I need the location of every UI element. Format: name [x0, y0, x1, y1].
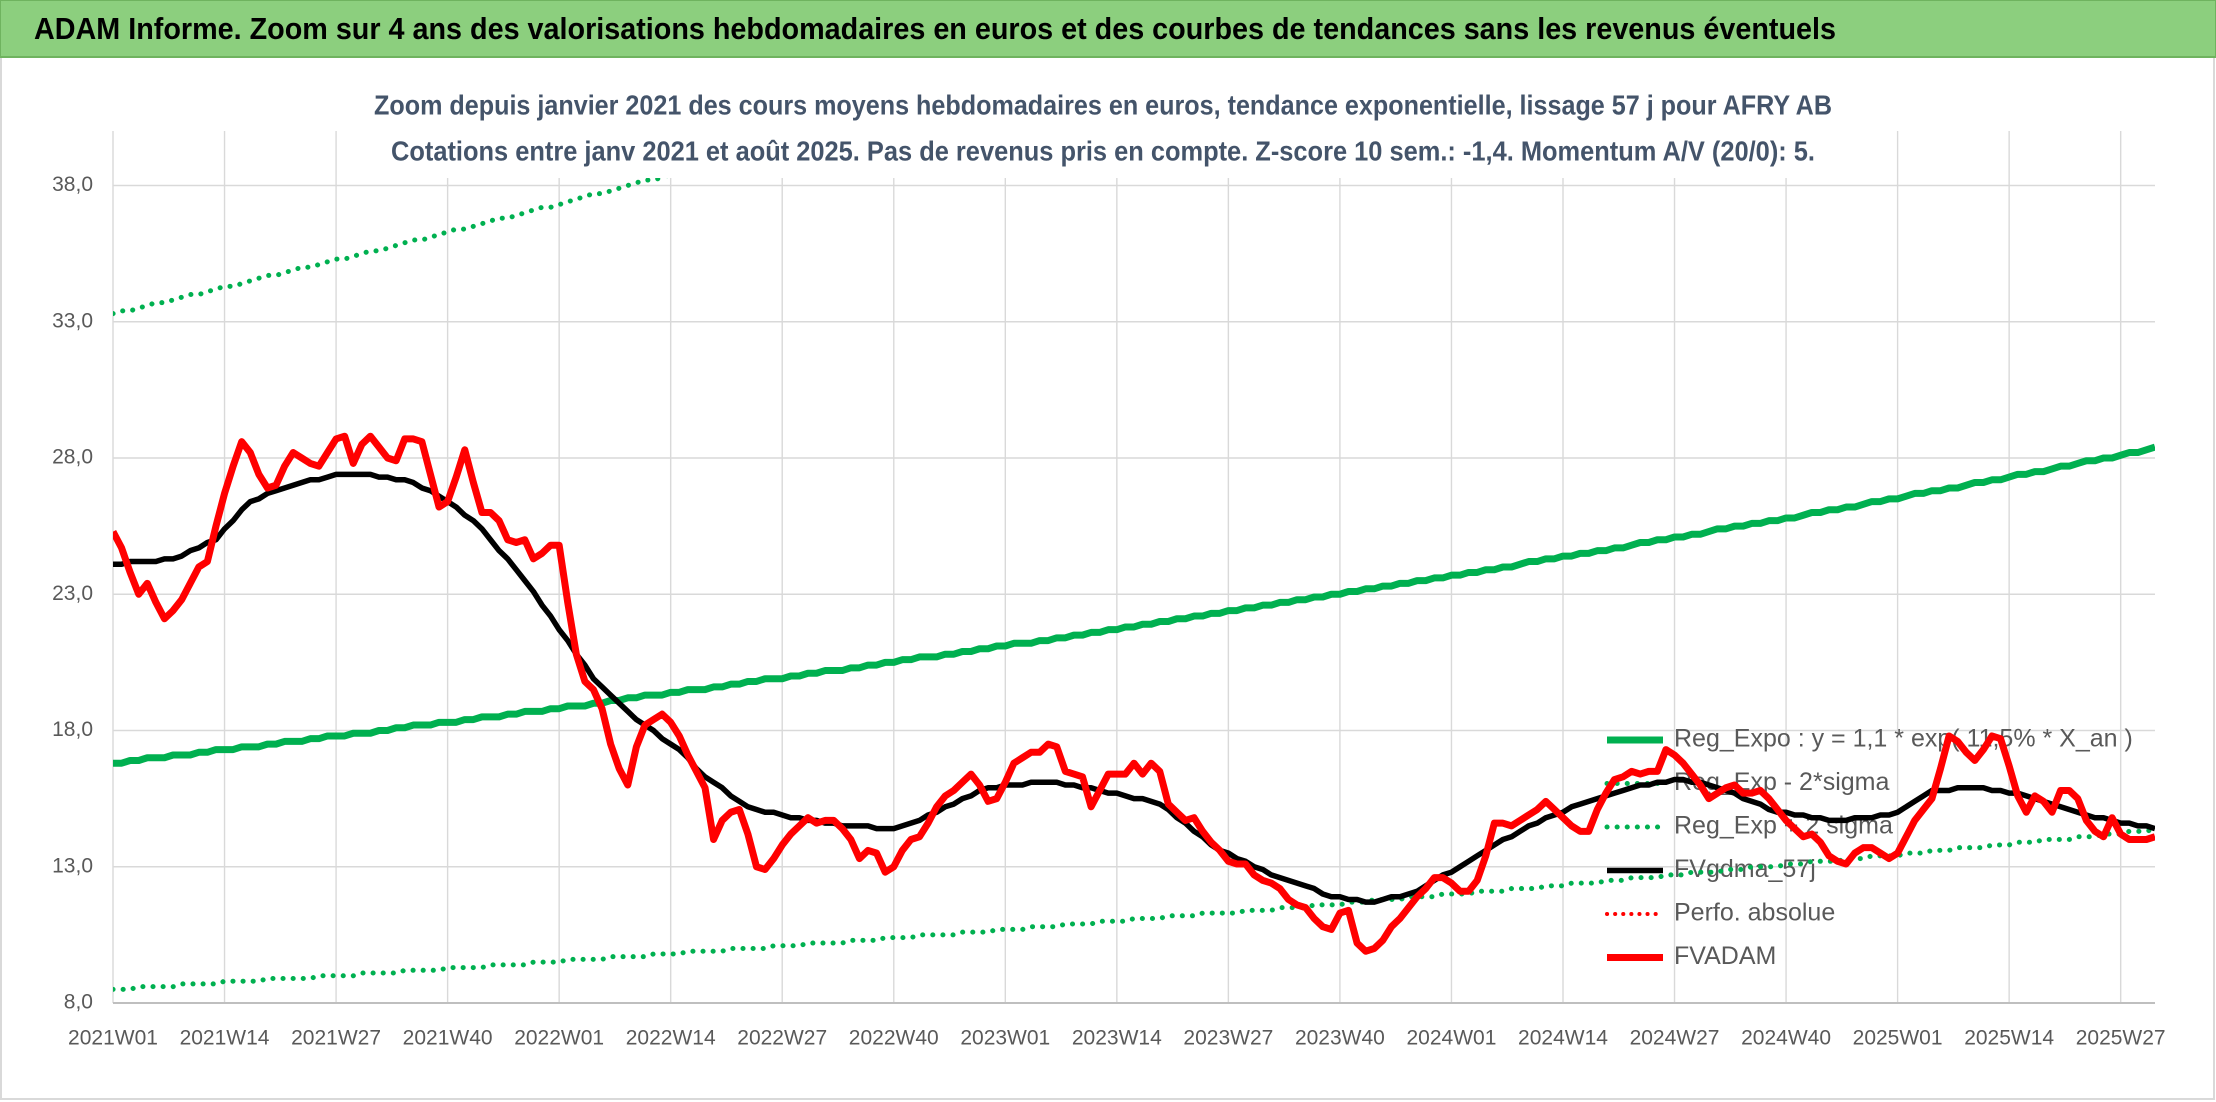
x-tick-label: 2025W01 [1853, 1027, 1943, 1050]
x-tick-label: 2022W40 [849, 1027, 939, 1050]
x-tick-label: 2025W14 [1964, 1027, 2054, 1050]
legend-label: Reg_Expo : y = 1,1 * exp( 11,5% * X_an ) [1674, 725, 2133, 753]
series-line [113, 432, 2155, 955]
legend-label: Perfo. absolue [1674, 899, 1835, 927]
y-tick-label: 18,0 [52, 718, 93, 741]
x-tick-label: 2024W14 [1518, 1027, 1608, 1050]
grid: 8,0 13,0 18,0 23,0 28,0 33,0 38,0 2021W01 2021W1… [52, 131, 2166, 1050]
series [113, 131, 2155, 992]
chart-subtitle: Cotations entre janv 2021 et août 2025. … [391, 135, 1815, 166]
legend-label: FVgdma_57j [1674, 855, 1816, 883]
header-title: ADAM Informe. Zoom sur 4 ans des valoris… [34, 11, 1836, 46]
series-line [113, 826, 2155, 992]
x-tick-label: 2022W01 [514, 1027, 604, 1050]
x-tick-label: 2021W14 [180, 1027, 270, 1050]
series-line [113, 131, 842, 317]
y-tick-label: 8,0 [64, 991, 93, 1014]
x-tick-label: 2022W14 [626, 1027, 716, 1050]
x-tick-label: 2024W40 [1741, 1027, 1831, 1050]
x-tick-label: 2024W27 [1630, 1027, 1720, 1050]
series-line [113, 443, 2155, 767]
legend-label: FVADAM [1674, 942, 1776, 970]
y-tick-label: 38,0 [52, 173, 93, 196]
chart-titles: Zoom depuis janvier 2021 des cours moyen… [372, 86, 1852, 178]
y-tick-label: 23,0 [52, 582, 93, 605]
x-tick-label: 2023W14 [1072, 1027, 1162, 1050]
x-tick-label: 2023W40 [1295, 1027, 1385, 1050]
x-tick-label: 2021W01 [68, 1027, 158, 1050]
legend-label: Reg_Exp - 2*sigma [1674, 768, 1889, 796]
x-tick-label: 2025W27 [2076, 1027, 2166, 1050]
x-tick-label: 2021W40 [403, 1027, 493, 1050]
y-tick-label: 13,0 [52, 854, 93, 877]
x-tick-label: 2024W01 [1407, 1027, 1497, 1050]
x-tick-label: 2023W27 [1183, 1027, 1273, 1050]
header-banner [0, 0, 2216, 58]
y-tick-label: 28,0 [52, 446, 93, 469]
title-background [372, 86, 1852, 178]
chart-title: Zoom depuis janvier 2021 des cours moyen… [374, 89, 1832, 120]
y-tick-label: 33,0 [52, 309, 93, 332]
x-tick-label: 2021W27 [291, 1027, 381, 1050]
x-tick-label: 2023W01 [960, 1027, 1050, 1050]
series-line [113, 471, 2155, 905]
x-tick-label: 2022W27 [737, 1027, 827, 1050]
